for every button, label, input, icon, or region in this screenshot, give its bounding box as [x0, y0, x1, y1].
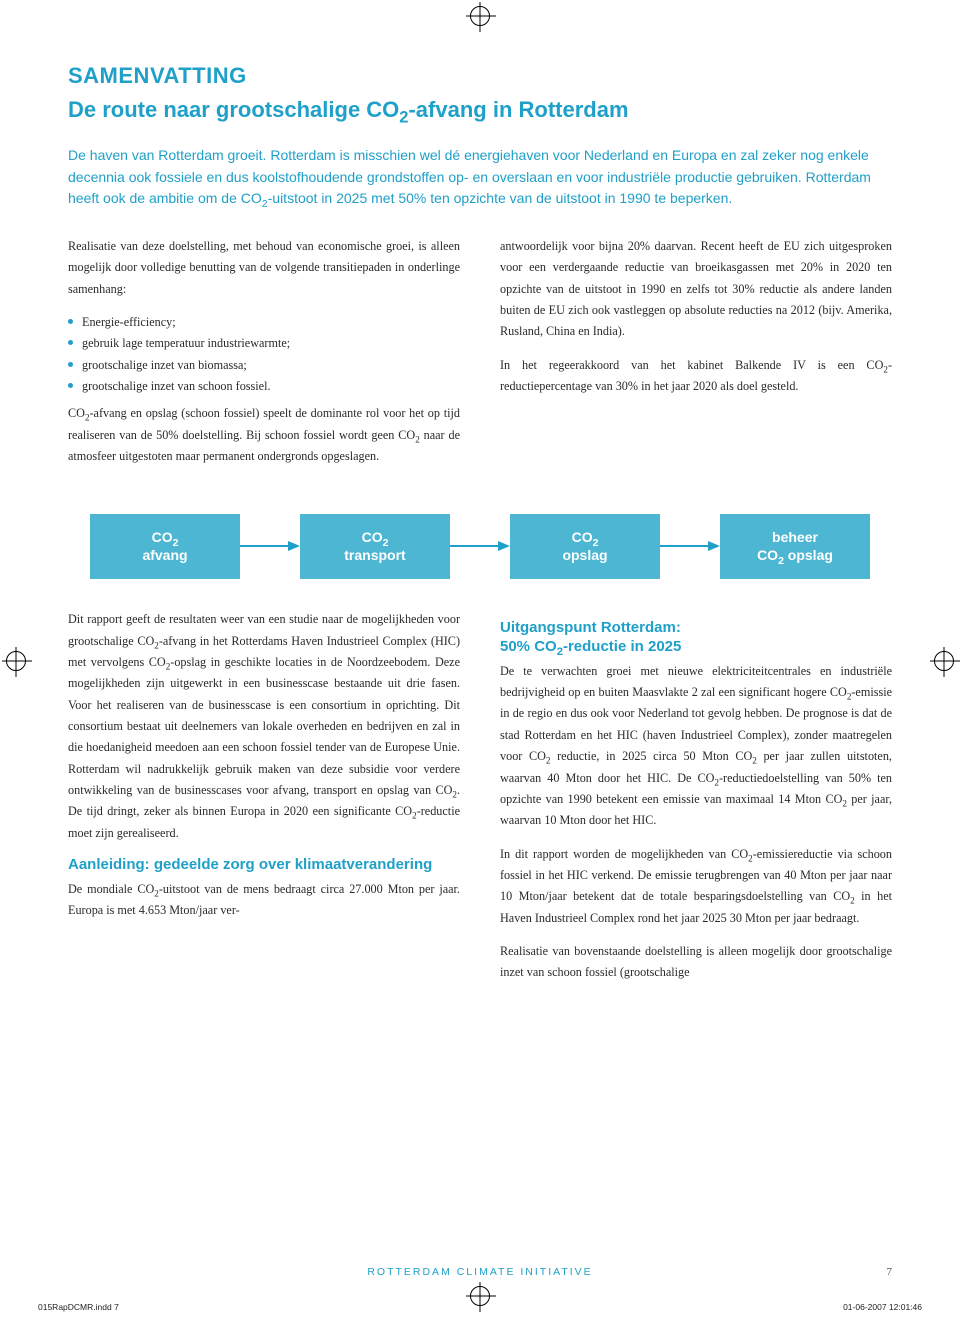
left-column: Dit rapport geeft de resultaten weer van… [68, 609, 460, 995]
text: CO [68, 406, 85, 420]
section-heading: Aanleiding: gedeelde zorg over klimaatve… [68, 856, 460, 875]
intro-paragraph: De haven van Rotterdam groeit. Rotterdam… [68, 145, 892, 210]
text: In dit rapport worden de mogelijkheden v… [500, 847, 748, 861]
text: De mondiale CO [68, 882, 154, 896]
arrow-right-icon [660, 514, 720, 580]
paragraph: De mondiale CO2-uitstoot van de mens bed… [68, 879, 460, 922]
list-item: grootschalige inzet van biomassa; [68, 355, 460, 376]
paragraph: In het regeerakkoord van het kabinet Bal… [500, 355, 892, 398]
text: -opslag in geschikte locaties in de Noor… [68, 655, 460, 797]
flow-label: CO2 [528, 528, 642, 547]
flow-label: CO2 [318, 528, 432, 547]
flow-diagram: CO2 afvang CO2 transport CO2 opslag behe… [68, 514, 892, 580]
registration-mark-icon [934, 651, 954, 671]
paragraph: In dit rapport worden de mogelijkheden v… [500, 844, 892, 929]
slug-timestamp: 01-06-2007 12:01:46 [843, 1302, 922, 1312]
slug-file: 015RapDCMR.indd 7 [38, 1302, 119, 1312]
right-column: Uitgangspunt Rotterdam: 50% CO2-reductie… [500, 609, 892, 995]
arrow-right-icon [240, 514, 300, 580]
text: In het regeerakkoord van het kabinet Bal… [500, 358, 883, 372]
paragraph: Realisatie van bovenstaande doelstelling… [500, 941, 892, 984]
left-column: Realisatie van deze doelstelling, met be… [68, 236, 460, 479]
page-footer: ROTTERDAM CLIMATE INITIATIVE 7 [68, 1266, 892, 1278]
list-item: grootschalige inzet van schoon fossiel. [68, 376, 460, 397]
flow-label: beheer [738, 528, 852, 547]
section-heading: Uitgangspunt Rotterdam: 50% CO2-reductie… [500, 619, 892, 657]
text: -afvang en opslag (schoon fossiel) speel… [68, 406, 460, 441]
paragraph: Realisatie van deze doelstelling, met be… [68, 236, 460, 300]
registration-mark-icon [6, 651, 26, 671]
list-item: Energie-efficiency; [68, 312, 460, 333]
flow-label: CO2 opslag [738, 546, 852, 565]
subtitle-text: De route naar grootschalige CO [68, 97, 399, 122]
bullet-list: Energie-efficiency; gebruik lage tempera… [68, 312, 460, 397]
flow-node-opslag: CO2 opslag [510, 514, 660, 580]
registration-mark-icon [470, 6, 490, 26]
page: SAMENVATTING De route naar grootschalige… [0, 0, 960, 1322]
subtitle-text: -afvang in Rotterdam [408, 97, 628, 122]
flow-label: opslag [528, 546, 642, 565]
page-title: SAMENVATTING [68, 63, 892, 89]
heading-text: Uitgangspunt Rotterdam: [500, 619, 681, 636]
heading-text: 50% CO [500, 638, 557, 655]
lower-columns: Dit rapport geeft de resultaten weer van… [68, 609, 892, 995]
page-number: 7 [872, 1266, 892, 1278]
running-title: ROTTERDAM CLIMATE INITIATIVE [88, 1266, 872, 1278]
heading-text: -reductie in 2025 [563, 638, 681, 655]
print-slug: 015RapDCMR.indd 7 01-06-2007 12:01:46 [38, 1302, 922, 1312]
intro-text: -uitstoot in 2025 met 50% ten opzichte v… [268, 190, 733, 206]
right-column: antwoordelijk voor bijna 20% daarvan. Re… [500, 236, 892, 479]
flow-node-transport: CO2 transport [300, 514, 450, 580]
upper-columns: Realisatie van deze doelstelling, met be… [68, 236, 892, 479]
arrow-right-icon [450, 514, 510, 580]
page-subtitle: De route naar grootschalige CO2-afvang i… [68, 97, 892, 123]
flow-node-afvang: CO2 afvang [90, 514, 240, 580]
paragraph: De te verwachten groei met nieuwe elektr… [500, 661, 892, 832]
list-item: gebruik lage temperatuur industriewarmte… [68, 333, 460, 354]
text: De te verwachten groei met nieuwe elektr… [500, 664, 892, 699]
paragraph: Dit rapport geeft de resultaten weer van… [68, 609, 460, 844]
paragraph: antwoordelijk voor bijna 20% daarvan. Re… [500, 236, 892, 343]
paragraph: CO2-afvang en opslag (schoon fossiel) sp… [68, 403, 460, 467]
flow-label: transport [318, 546, 432, 565]
text: reductie, in 2025 circa 50 Mton CO [550, 749, 752, 763]
flow-label: CO2 [108, 528, 222, 547]
flow-node-beheer: beheer CO2 opslag [720, 514, 870, 580]
flow-label: afvang [108, 546, 222, 565]
